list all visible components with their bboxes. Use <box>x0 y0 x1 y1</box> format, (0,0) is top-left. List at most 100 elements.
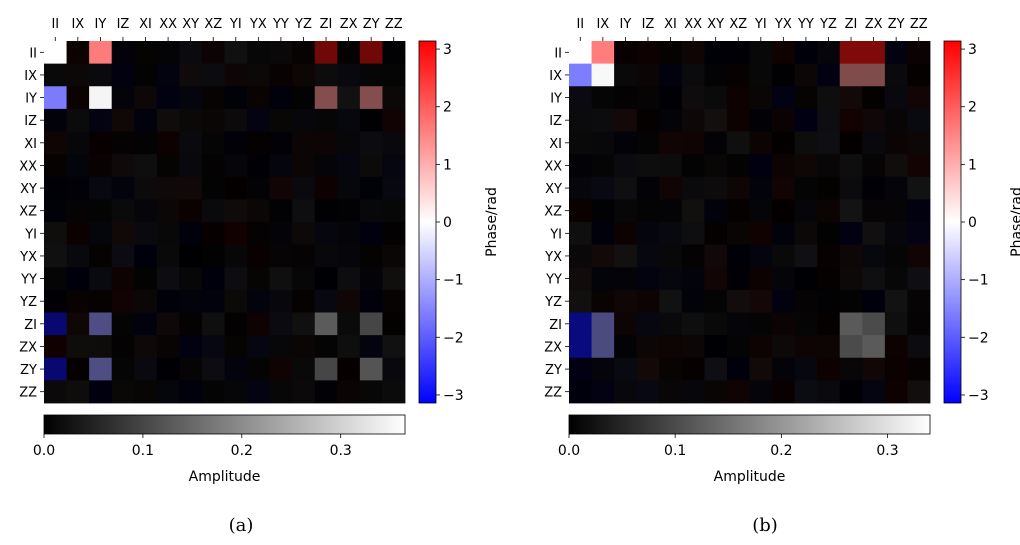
heatmap-cell <box>269 108 293 132</box>
heatmap-cell <box>681 176 705 200</box>
heatmap-cell <box>772 176 796 200</box>
heatmap-cell <box>591 357 615 381</box>
heatmap-cell <box>569 244 592 268</box>
heatmap-cell <box>704 267 728 291</box>
amplitude-axis-title: Amplitude <box>189 469 261 485</box>
heatmap-cell <box>292 380 316 404</box>
heatmap-cell <box>636 176 660 200</box>
heatmap-cell <box>134 199 158 223</box>
heatmap-cell <box>224 357 248 381</box>
heatmap-cell <box>89 154 113 178</box>
heatmap-cell <box>772 267 796 291</box>
heatmap-cell <box>681 41 705 65</box>
heatmap-cell <box>156 63 180 87</box>
heatmap-cell <box>862 335 886 359</box>
heatmap-cell <box>224 154 248 178</box>
heatmap-cell <box>201 131 225 155</box>
heatmap-cell <box>659 108 683 132</box>
heatmap-cell <box>337 244 361 268</box>
heatmap-cell <box>794 63 818 87</box>
heatmap-cell <box>179 86 203 110</box>
heatmap-cell <box>659 86 683 110</box>
heatmap-cell <box>659 244 683 268</box>
heatmap-cell <box>817 154 841 178</box>
heatmap-cell <box>134 289 158 313</box>
heatmap-cell <box>224 289 248 313</box>
row-label: II <box>29 46 37 61</box>
row-label: ZZ <box>544 386 562 401</box>
heatmap-cell <box>44 289 67 313</box>
heatmap-cell <box>179 267 203 291</box>
amplitude-tick-label: 0.3 <box>330 443 352 459</box>
heatmap-cell <box>314 108 338 132</box>
heatmap-cell <box>591 312 615 336</box>
heatmap-cell <box>292 357 316 381</box>
heatmap-cell <box>659 380 683 404</box>
heatmap-cell <box>726 199 750 223</box>
phase-axis-title: Phase/rad <box>1009 187 1020 257</box>
heatmap-cell <box>111 63 135 87</box>
heatmap-cell <box>817 41 841 65</box>
heatmap-cell <box>614 267 638 291</box>
heatmap-cell <box>134 41 158 65</box>
heatmap-cell <box>749 222 773 246</box>
heatmap-cell <box>817 335 841 359</box>
heatmap-cell <box>839 131 863 155</box>
heatmap-cell <box>111 380 135 404</box>
heatmap-cell <box>862 244 886 268</box>
heatmap-cell <box>659 335 683 359</box>
heatmap-cell <box>201 63 225 87</box>
row-label: YY <box>20 273 37 288</box>
heatmap-cell <box>111 41 135 65</box>
heatmap-cell <box>884 176 908 200</box>
column-label: IX <box>71 17 84 32</box>
column-label: XY <box>182 17 199 32</box>
heatmap-cell <box>111 154 135 178</box>
heatmap-cell <box>636 41 660 65</box>
heatmap-cell <box>179 312 203 336</box>
column-label: IY <box>620 17 632 32</box>
heatmap-cell <box>704 357 728 381</box>
heatmap-cell <box>156 131 180 155</box>
column-label: YI <box>754 17 767 32</box>
heatmap-cell <box>44 176 67 200</box>
heatmap-cell <box>839 289 863 313</box>
heatmap-cell <box>817 357 841 381</box>
heatmap-cell <box>884 244 908 268</box>
heatmap-cell <box>359 312 383 336</box>
heatmap-cell <box>66 41 90 65</box>
heatmap-cell <box>269 222 293 246</box>
heatmap-cell <box>569 267 592 291</box>
heatmap-cell <box>269 86 293 110</box>
heatmap-cell <box>907 312 931 336</box>
heatmap-cell <box>636 380 660 404</box>
heatmap-cell <box>382 267 406 291</box>
heatmap-cell <box>269 312 293 336</box>
heatmap-cell <box>681 131 705 155</box>
heatmap-cell <box>247 176 271 200</box>
heatmap-cell <box>614 41 638 65</box>
heatmap-cell <box>794 244 818 268</box>
heatmap-cell <box>44 131 67 155</box>
heatmap-cell <box>794 222 818 246</box>
heatmap-cell <box>614 357 638 381</box>
heatmap-cell <box>704 222 728 246</box>
heatmap-cell <box>749 108 773 132</box>
heatmap-cell <box>292 289 316 313</box>
heatmap-cell <box>269 154 293 178</box>
heatmap-cell <box>359 222 383 246</box>
heatmap-cell <box>726 131 750 155</box>
heatmap-cell <box>156 154 180 178</box>
heatmap-cell <box>659 357 683 381</box>
heatmap-cell <box>337 176 361 200</box>
column-label: IX <box>596 17 609 32</box>
heatmap-cell <box>44 380 67 404</box>
heatmap-cell <box>156 222 180 246</box>
heatmap-cell <box>201 312 225 336</box>
heatmap-cell <box>179 131 203 155</box>
heatmap-cell <box>359 86 383 110</box>
heatmap-cell <box>817 267 841 291</box>
heatmap-cell <box>292 154 316 178</box>
heatmap-cell <box>839 380 863 404</box>
heatmap-cell <box>179 289 203 313</box>
